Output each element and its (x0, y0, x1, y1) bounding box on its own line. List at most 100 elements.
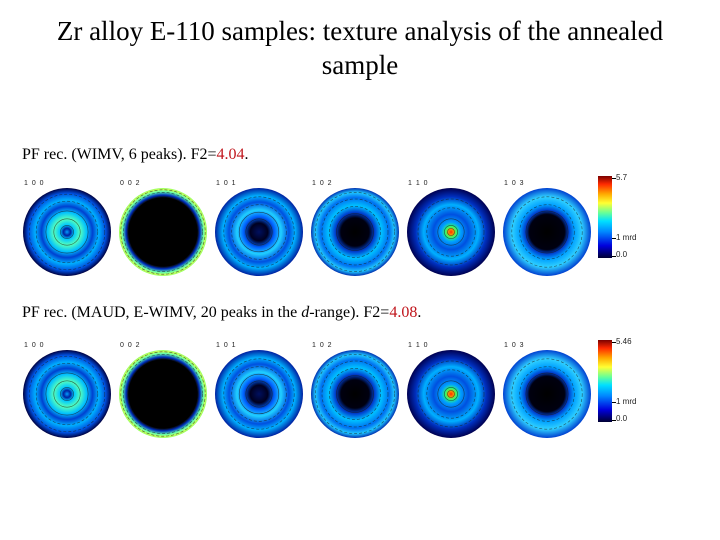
pole-density-disc (215, 350, 303, 438)
pole-figure-110: 1 1 0 (404, 342, 498, 438)
pole-figure-plot (23, 188, 111, 276)
pole-figure-label: 1 0 2 (312, 180, 333, 187)
contour-line (53, 218, 81, 246)
pole-density-disc (119, 350, 207, 438)
panel-1-f2-value: 4.04 (216, 146, 245, 163)
contour-line (519, 366, 575, 422)
contour-line (53, 380, 81, 408)
pole-figure-plot (503, 188, 591, 276)
pole-figure-label: 1 0 0 (24, 342, 45, 349)
contour-line (426, 369, 476, 419)
pole-figure-101: 1 0 1 (212, 180, 306, 276)
pole-density-disc (311, 350, 399, 438)
panel-2-caption-emph: d (301, 304, 310, 321)
contour-line (28, 355, 106, 433)
colorbar-1: 5.7 1 mrd 0.0 (596, 173, 656, 266)
pole-figure-plot (407, 188, 495, 276)
contour-line (519, 204, 575, 260)
pole-figure-103: 1 0 3 (500, 342, 594, 438)
pole-density-disc (407, 188, 495, 276)
pole-figure-002: 0 0 2 (116, 180, 210, 276)
contour-line (447, 390, 455, 398)
contour-line (35, 200, 99, 264)
contour-line (231, 366, 287, 422)
contour-line (127, 196, 199, 268)
panel-1-caption-text: PF rec. (WIMV, 6 peaks). F2= (22, 146, 217, 163)
panel-2-f2-value: 4.08 (389, 304, 418, 321)
colorbar-2-max: 5.46 (616, 337, 632, 346)
contour-line (437, 218, 465, 246)
pole-figure-103: 1 0 3 (500, 180, 594, 276)
contour-line (329, 206, 381, 258)
pole-figure-102: 1 0 2 (308, 180, 402, 276)
pole-figure-row-1: 1 0 0 0 0 2 1 0 1 1 0 2 1 1 0 1 0 3 (20, 180, 640, 280)
pole-figure-label: 1 1 0 (408, 342, 429, 349)
pole-figure-label: 1 0 1 (216, 180, 237, 187)
contour-line (321, 360, 389, 428)
panel-2-caption-text: PF rec. (MAUD, E-WIMV, 20 peaks in the (22, 304, 302, 321)
colorbar-2-gradient (598, 340, 612, 422)
contour-line (45, 372, 89, 416)
pole-figure-label: 0 0 2 (120, 180, 141, 187)
panel-1-caption-end: . (244, 146, 249, 163)
contour-line (245, 218, 273, 246)
pole-density-disc (215, 188, 303, 276)
pole-density-disc (23, 188, 111, 276)
pole-density-disc (311, 188, 399, 276)
contour-line (120, 189, 206, 275)
pole-figure-label: 1 0 3 (504, 180, 525, 187)
contour-line (245, 380, 273, 408)
contour-line (60, 225, 74, 239)
panel-2-caption: PF rec. (MAUD, E-WIMV, 20 peaks in the d… (22, 304, 421, 322)
contour-line (444, 225, 458, 239)
pole-density-disc (503, 188, 591, 276)
slide-title: Zr alloy E-110 samples: texture analysis… (56, 16, 664, 80)
pole-figure-plot (119, 350, 207, 438)
colorbar-1-mid: 1 mrd (616, 233, 637, 242)
contour-line (329, 368, 381, 420)
contour-line (321, 198, 389, 266)
contour-line (336, 375, 374, 413)
contour-line (315, 354, 395, 434)
colorbar-1-min: 0.0 (616, 250, 628, 259)
contour-line (315, 192, 395, 272)
contour-line (336, 213, 374, 251)
pole-density-disc (407, 350, 495, 438)
contour-line (444, 387, 458, 401)
pole-figure-plot (311, 188, 399, 276)
pole-figure-002: 0 0 2 (116, 342, 210, 438)
pole-figure-102: 1 0 2 (308, 342, 402, 438)
contour-line (28, 193, 106, 271)
colorbar-1-gradient (598, 176, 612, 258)
pole-figure-label: 1 0 1 (216, 342, 237, 349)
pole-figure-label: 1 1 0 (408, 180, 429, 187)
contour-line (123, 354, 203, 434)
contour-line (223, 196, 295, 268)
contour-line (417, 360, 485, 428)
colorbar-2-min: 0.0 (616, 414, 628, 423)
contour-line (426, 207, 476, 257)
pole-figure-plot (503, 350, 591, 438)
contour-line (447, 228, 455, 236)
contour-line (35, 362, 99, 426)
contour-line (223, 358, 295, 430)
contour-line (525, 372, 569, 416)
contour-line (238, 373, 280, 415)
contour-line (60, 387, 74, 401)
pole-figure-plot (215, 188, 303, 276)
contour-line (437, 380, 465, 408)
colorbar-2: 5.46 1 mrd 0.0 (596, 337, 656, 430)
pole-density-disc (119, 188, 207, 276)
pole-figure-plot (119, 188, 207, 276)
colorbar-1-max: 5.7 (616, 173, 628, 182)
colorbar-2-mid: 1 mrd (616, 397, 637, 406)
contour-line (123, 192, 203, 272)
contour-line (127, 358, 199, 430)
pole-figure-label: 1 0 3 (504, 342, 525, 349)
panel-2-caption-end: . (417, 304, 422, 321)
contour-line (417, 198, 485, 266)
contour-line (120, 351, 206, 437)
contour-line (45, 210, 89, 254)
pole-figure-100: 1 0 0 (20, 180, 114, 276)
panel-2-caption-mid: -range). F2= (309, 304, 390, 321)
